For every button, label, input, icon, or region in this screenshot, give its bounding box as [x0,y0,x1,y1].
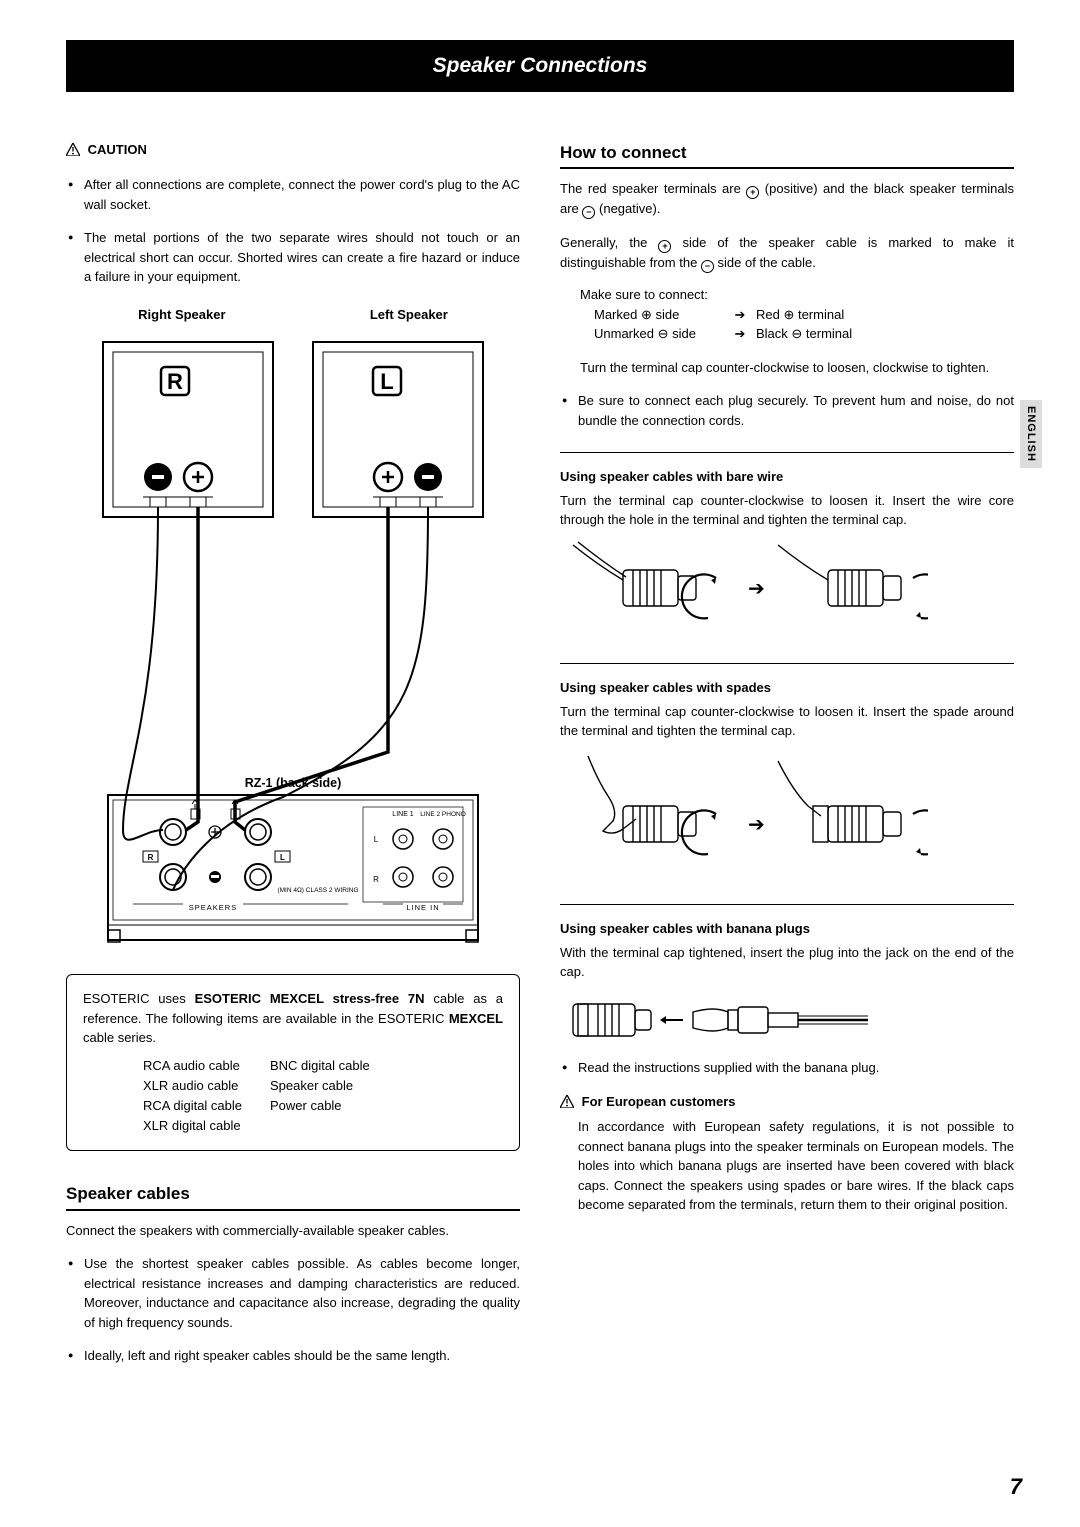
european-heading: For European customers [560,1092,1014,1114]
divider [560,904,1014,905]
spades-illustration: ➔ [568,751,928,871]
list-item: The metal portions of the two separate w… [66,228,520,287]
banana-bullets: Read the instructions supplied with the … [560,1058,1014,1078]
list-item: BNC digital cable [270,1056,370,1076]
caution-heading: CAUTION [66,140,520,162]
cable-col-2: BNC digital cable Speaker cable Power ca… [270,1056,370,1137]
htc-bullets: Be sure to connect each plug securely. T… [560,391,1014,430]
caution-bullet-list: After all connections are complete, conn… [66,175,520,287]
caution-label: CAUTION [88,142,147,157]
list-item: Be sure to connect each plug securely. T… [560,391,1014,430]
list-item: Ideally, left and right speaker cables s… [66,1346,520,1366]
connection-guide: Make sure to connect: Marked ⊕ side ➔ Re… [560,285,1014,377]
divider [560,663,1014,664]
cable-list-columns: RCA audio cable XLR audio cable RCA digi… [83,1056,503,1137]
svg-text:L: L [374,835,379,844]
wiring-diagram: Right Speaker Left Speaker R [66,305,520,953]
two-column-layout: CAUTION After all connections are comple… [66,140,1014,1380]
language-tab: ENGLISH [1020,400,1043,468]
spades-heading: Using speaker cables with spades [560,678,1014,698]
speaker-cables-bullets: Use the shortest speaker cables possible… [66,1254,520,1366]
arrow-right-icon: ➔ [732,324,748,344]
minus-icon: − [582,206,595,219]
banana-heading: Using speaker cables with banana plugs [560,919,1014,939]
warning-icon [560,1094,574,1114]
plus-icon: + [658,240,671,253]
bare-wire-illustration: ➔ [568,540,928,630]
speaker-cables-heading: Speaker cables [66,1181,520,1211]
page-number: 7 [1010,1470,1022,1503]
list-item: After all connections are complete, conn… [66,175,520,214]
warning-icon [66,142,80,162]
list-item: RCA audio cable [143,1056,242,1076]
speaker-cables-intro: Connect the speakers with commercially-a… [66,1221,520,1241]
turn-cap-text: Turn the terminal cap counter-clockwise … [580,358,1014,378]
minus-icon: − [701,260,714,273]
svg-text:(MIN 4Ω) CLASS 2 WIRING: (MIN 4Ω) CLASS 2 WIRING [277,887,358,894]
list-item: Speaker cable [270,1076,370,1096]
htc-p1: The red speaker terminals are + (positiv… [560,179,1014,219]
speaker-labels-row: Right Speaker Left Speaker [66,305,520,325]
list-item: XLR digital cable [143,1116,242,1136]
info-box-text: ESOTERIC uses ESOTERIC MEXCEL stress-fre… [83,989,503,1048]
svg-text:➔: ➔ [748,814,765,836]
list-item: Power cable [270,1096,370,1116]
right-column: How to connect The red speaker terminals… [560,140,1014,1380]
divider [560,452,1014,453]
plus-icon: + [746,186,759,199]
page-title: Speaker Connections [433,54,648,77]
banana-illustration [568,992,888,1047]
list-item: Read the instructions supplied with the … [560,1058,1014,1078]
table-row: Unmarked ⊖ side ➔ Black ⊖ terminal [580,324,1014,344]
svg-text:LINE 2 PHONO: LINE 2 PHONO [420,811,466,818]
european-text: In accordance with European safety regul… [560,1117,1014,1215]
svg-text:R: R [167,369,183,394]
mexcel-info-box: ESOTERIC uses ESOTERIC MEXCEL stress-fre… [66,974,520,1151]
htc-p2: Generally, the + side of the speaker cab… [560,233,1014,273]
bare-wire-heading: Using speaker cables with bare wire [560,467,1014,487]
make-sure-label: Make sure to connect: [580,285,1014,305]
list-item: RCA digital cable [143,1096,242,1116]
svg-text:R: R [373,875,379,884]
svg-text:LINE 1: LINE 1 [392,811,414,818]
svg-text:SPEAKERS: SPEAKERS [189,903,237,912]
svg-text:R: R [148,853,154,862]
bare-wire-text: Turn the terminal cap counter-clockwise … [560,491,1014,530]
how-to-connect-heading: How to connect [560,140,1014,170]
svg-text:LINE IN: LINE IN [406,903,439,912]
cable-col-1: RCA audio cable XLR audio cable RCA digi… [143,1056,242,1137]
left-column: CAUTION After all connections are comple… [66,140,520,1380]
svg-text:➔: ➔ [748,578,765,600]
table-row: Marked ⊕ side ➔ Red ⊕ terminal [580,305,1014,325]
right-speaker-label: Right Speaker [138,305,225,325]
page-title-bar: Speaker Connections [66,40,1014,92]
svg-text:L: L [280,853,285,862]
arrow-right-icon: ➔ [732,305,748,325]
svg-text:L: L [380,369,393,394]
banana-text: With the terminal cap tightened, insert … [560,943,1014,982]
diagram-svg: R L [83,332,503,952]
left-speaker-label: Left Speaker [370,305,448,325]
spades-text: Turn the terminal cap counter-clockwise … [560,702,1014,741]
list-item: XLR audio cable [143,1076,242,1096]
list-item: Use the shortest speaker cables possible… [66,1254,520,1332]
